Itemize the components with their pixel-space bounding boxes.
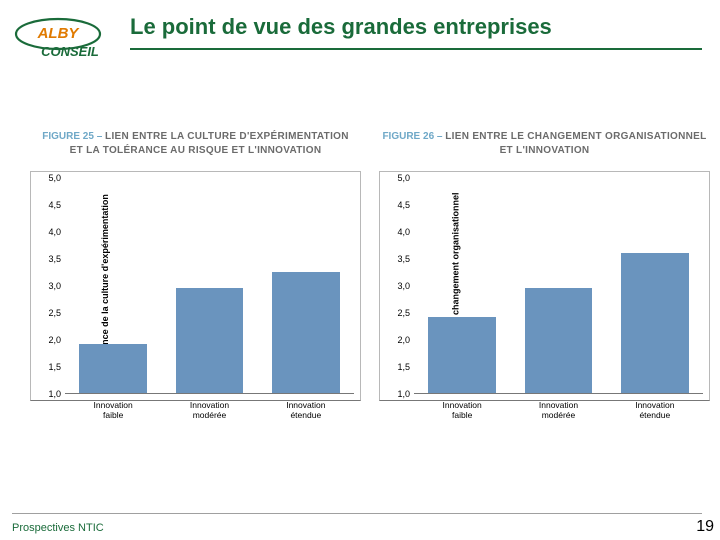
figure-title: LIEN ENTRE LE CHANGEMENT ORGANISATIONNEL… bbox=[445, 131, 706, 156]
y-tick: 1,5 bbox=[35, 362, 61, 372]
y-tick: 5,0 bbox=[384, 173, 410, 183]
y-tick: 5,0 bbox=[35, 173, 61, 183]
logo-top-text: ALBY bbox=[37, 25, 81, 42]
y-tick: 2,5 bbox=[384, 308, 410, 318]
figure-label: FIGURE 26 – LIEN ENTRE LE CHANGEMENT ORG… bbox=[379, 130, 710, 157]
bar bbox=[79, 344, 146, 393]
y-tick: 3,5 bbox=[35, 254, 61, 264]
x-axis-line bbox=[414, 393, 703, 394]
slide-root: ALBY CONSEIL Le point de vue des grandes… bbox=[0, 0, 720, 540]
chart-block-0: FIGURE 25 – LIEN ENTRE LA CULTURE D'EXPÉ… bbox=[30, 130, 361, 401]
x-axis-line bbox=[65, 393, 354, 394]
page-number: 19 bbox=[696, 518, 714, 536]
chart-block-1: FIGURE 26 – LIEN ENTRE LE CHANGEMENT ORG… bbox=[379, 130, 710, 401]
y-tick: 1,0 bbox=[35, 389, 61, 399]
bar bbox=[428, 317, 495, 393]
chart-frame: Importance du changement organisationnel… bbox=[379, 171, 710, 401]
footer-rule bbox=[12, 513, 702, 514]
bar bbox=[272, 272, 339, 394]
x-category-label: Innovationfaible bbox=[78, 400, 148, 420]
figure-title: LIEN ENTRE LA CULTURE D'EXPÉRIMENTATIONE… bbox=[70, 131, 349, 156]
y-tick: 2,0 bbox=[35, 335, 61, 345]
y-tick: 2,5 bbox=[35, 308, 61, 318]
y-tick: 4,0 bbox=[35, 227, 61, 237]
chart-frame: Importance de la culture d'expérimentati… bbox=[30, 171, 361, 401]
figure-label: FIGURE 25 – LIEN ENTRE LA CULTURE D'EXPÉ… bbox=[30, 130, 361, 157]
x-category-label: Innovationétendue bbox=[271, 400, 341, 420]
y-tick: 4,5 bbox=[384, 200, 410, 210]
y-tick: 3,0 bbox=[384, 281, 410, 291]
bar bbox=[525, 288, 592, 393]
plot-area: 1,01,52,02,53,03,54,04,55,0Innovationfai… bbox=[65, 178, 354, 394]
logo: ALBY CONSEIL bbox=[12, 16, 116, 67]
x-category-label: Innovationétendue bbox=[620, 400, 690, 420]
footer-text: Prospectives NTIC bbox=[12, 522, 104, 534]
y-tick: 1,5 bbox=[384, 362, 410, 372]
y-tick: 2,0 bbox=[384, 335, 410, 345]
plot-area: 1,01,52,02,53,03,54,04,55,0Innovationfai… bbox=[414, 178, 703, 394]
y-tick: 1,0 bbox=[384, 389, 410, 399]
charts-row: FIGURE 25 – LIEN ENTRE LA CULTURE D'EXPÉ… bbox=[30, 130, 710, 401]
header: ALBY CONSEIL Le point de vue des grandes… bbox=[0, 14, 720, 66]
x-category-label: Innovationfaible bbox=[427, 400, 497, 420]
y-tick: 3,0 bbox=[35, 281, 61, 291]
x-category-label: Innovationmodérée bbox=[524, 400, 594, 420]
y-tick: 4,5 bbox=[35, 200, 61, 210]
bar bbox=[176, 288, 243, 393]
y-tick: 4,0 bbox=[384, 227, 410, 237]
header-rule bbox=[130, 48, 702, 50]
y-tick: 3,5 bbox=[384, 254, 410, 264]
figure-prefix: FIGURE 25 – bbox=[42, 131, 105, 142]
logo-bottom-text: CONSEIL bbox=[41, 44, 99, 59]
bar bbox=[621, 253, 688, 393]
x-category-label: Innovationmodérée bbox=[175, 400, 245, 420]
page-title: Le point de vue des grandes entreprises bbox=[130, 14, 552, 40]
figure-prefix: FIGURE 26 – bbox=[382, 131, 445, 142]
